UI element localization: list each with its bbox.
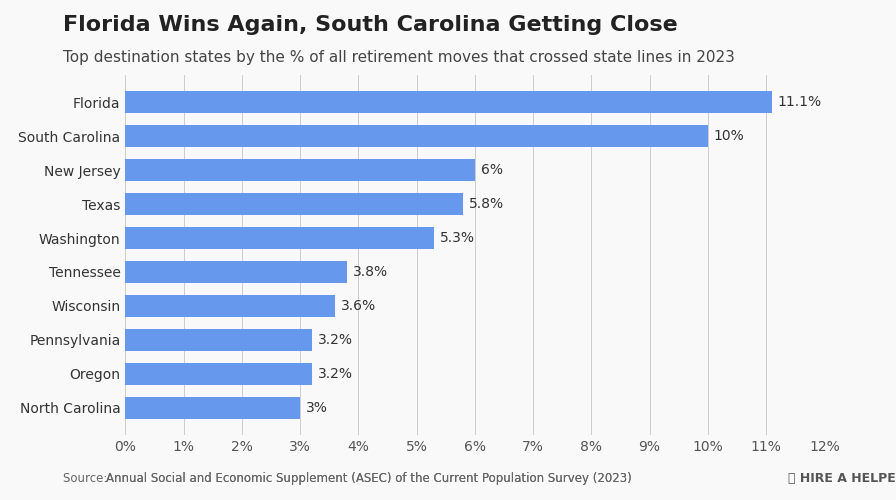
- Text: Annual Social and Economic Supplement (ASEC) of the Current Population Survey (2: Annual Social and Economic Supplement (A…: [106, 472, 632, 485]
- Bar: [125, 193, 463, 215]
- Text: Florida Wins Again, South Carolina Getting Close: Florida Wins Again, South Carolina Getti…: [63, 15, 677, 35]
- Text: 3.6%: 3.6%: [341, 299, 376, 313]
- Bar: [125, 261, 347, 283]
- Text: Source:: Source:: [63, 472, 111, 485]
- Bar: [125, 92, 772, 114]
- Text: 3.2%: 3.2%: [318, 333, 353, 347]
- Text: 3.2%: 3.2%: [318, 366, 353, 380]
- Bar: [125, 396, 300, 418]
- Text: 10%: 10%: [714, 130, 745, 143]
- Text: Top destination states by the % of all retirement moves that crossed state lines: Top destination states by the % of all r…: [63, 50, 735, 65]
- Text: 6%: 6%: [481, 163, 503, 177]
- Bar: [125, 329, 312, 351]
- Bar: [125, 126, 708, 148]
- Bar: [125, 295, 335, 317]
- Text: 11.1%: 11.1%: [778, 96, 822, 110]
- Text: 5.8%: 5.8%: [470, 197, 504, 211]
- Text: Annual Social and Economic Supplement (ASEC) of the Current Population Survey (2: Annual Social and Economic Supplement (A…: [106, 472, 632, 485]
- Bar: [125, 227, 435, 249]
- Text: 3.8%: 3.8%: [353, 265, 388, 279]
- Text: 3%: 3%: [306, 400, 328, 414]
- Bar: [125, 362, 312, 384]
- Text: 5.3%: 5.3%: [440, 231, 475, 245]
- Bar: [125, 159, 475, 181]
- Text: ⬧ HIRE A HELPER: ⬧ HIRE A HELPER: [788, 472, 896, 485]
